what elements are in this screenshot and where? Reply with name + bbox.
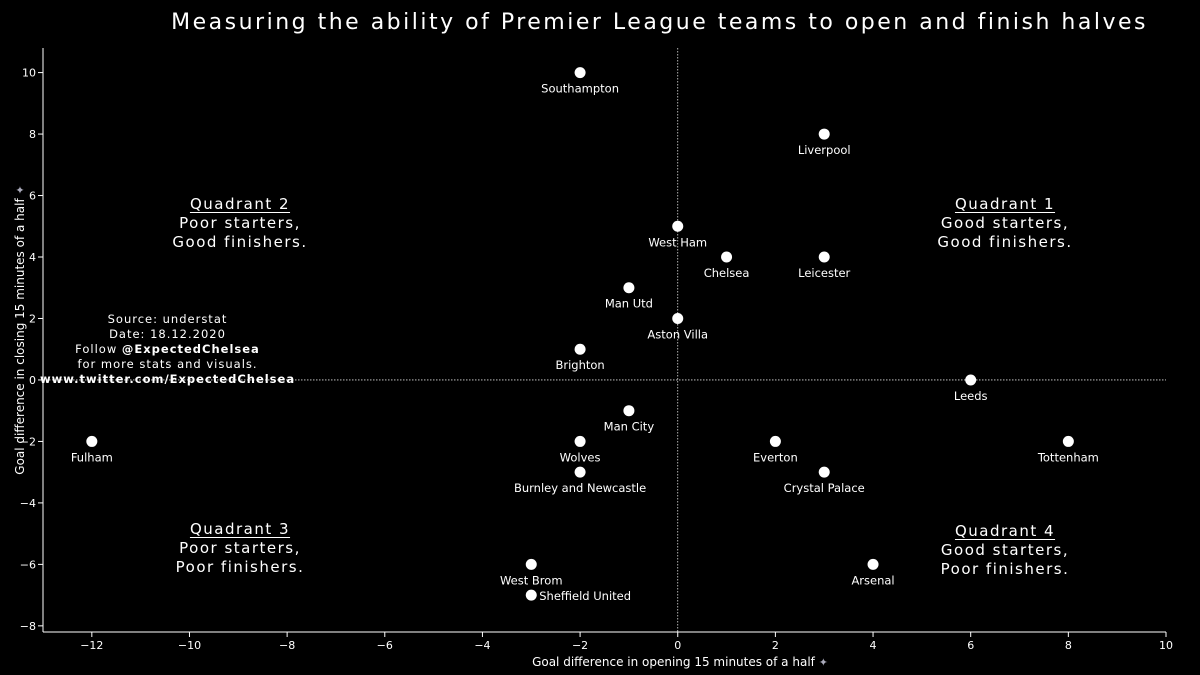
x-tick-label: 6	[967, 639, 974, 652]
data-point	[86, 435, 98, 447]
quadrant-2-label: Quadrant 2 Poor starters, Good finishers…	[130, 195, 350, 252]
y-tick-label: 4	[29, 251, 36, 264]
y-tick-label: 8	[29, 128, 36, 141]
data-point	[965, 374, 977, 386]
point-label: Arsenal	[851, 573, 894, 587]
x-tick-label: −2	[572, 639, 588, 652]
y-tick-label: 6	[29, 190, 36, 203]
x-tick-label: 2	[772, 639, 779, 652]
source-note: Source: understat Date: 18.12.2020 Follo…	[40, 312, 295, 387]
data-point	[574, 466, 586, 478]
point-label: Chelsea	[704, 266, 750, 280]
data-point	[672, 312, 684, 324]
data-point	[818, 128, 830, 140]
source-line: Source: understat	[107, 312, 228, 326]
more-stats-line: for more stats and visuals.	[77, 357, 258, 371]
y-tick-label: −2	[20, 435, 36, 448]
quadrant-3-label: Quadrant 3 Poor starters, Poor finishers…	[130, 520, 350, 577]
y-tick-label: −6	[20, 558, 36, 571]
x-tick-label: −6	[377, 639, 393, 652]
quadrant-4-heading: Quadrant 4	[954, 522, 1056, 540]
x-axis-label: Goal difference in opening 15 minutes of…	[330, 655, 1030, 669]
y-tick-label: −4	[20, 497, 36, 510]
x-axis-label-text: Goal difference in opening 15 minutes of…	[532, 655, 815, 669]
data-point	[623, 282, 635, 294]
point-label: Everton	[753, 450, 798, 464]
data-point	[867, 558, 879, 570]
data-point	[525, 589, 537, 601]
point-label: Burnley and Newcastle	[514, 481, 646, 495]
data-point	[721, 251, 733, 263]
quadrant-4-line1: Good starters,	[940, 541, 1070, 559]
quadrant-1-label: Quadrant 1 Good starters, Good finishers…	[895, 195, 1115, 252]
x-tick-label: −4	[474, 639, 490, 652]
data-point	[574, 67, 586, 79]
point-label: Leicester	[798, 266, 850, 280]
quadrant-3-line1: Poor starters,	[179, 539, 301, 557]
data-point	[1062, 435, 1074, 447]
point-label: Crystal Palace	[784, 481, 865, 495]
quadrant-2-line2: Good finishers.	[172, 233, 308, 251]
point-label: West Brom	[500, 573, 563, 587]
y-tick-label: −8	[20, 620, 36, 633]
chart-title: Measuring the ability of Premier League …	[171, 10, 1148, 35]
data-point	[672, 220, 684, 232]
point-label: Brighton	[555, 358, 604, 372]
point-label: Southampton	[541, 82, 619, 96]
data-point	[623, 405, 635, 417]
x-tick-label: 0	[674, 639, 681, 652]
follow-line: Follow @ExpectedChelsea	[40, 342, 295, 357]
x-tick-label: 4	[870, 639, 877, 652]
data-point	[574, 343, 586, 355]
follow-prefix: Follow	[75, 342, 122, 356]
data-point	[769, 435, 781, 447]
x-tick-label: −10	[178, 639, 201, 652]
twitter-url: www.twitter.com/ExpectedChelsea	[40, 372, 296, 386]
point-label: Wolves	[560, 450, 601, 464]
quadrant-3-line2: Poor finishers.	[175, 558, 305, 576]
y-tick-label: 10	[22, 67, 36, 80]
data-point	[525, 558, 537, 570]
point-label: West Ham	[648, 235, 707, 249]
data-point	[574, 435, 586, 447]
y-tick-label: 2	[29, 312, 36, 325]
point-label: Man Utd	[605, 297, 653, 311]
quadrant-2-line1: Poor starters,	[179, 214, 301, 232]
y-tick-label: 0	[29, 374, 36, 387]
point-label: Sheffield United	[539, 589, 631, 603]
quadrant-1-heading: Quadrant 1	[954, 195, 1056, 213]
point-label: Fulham	[71, 450, 113, 464]
x-tick-label: −12	[80, 639, 103, 652]
point-label: Man City	[604, 420, 655, 434]
pin-icon: ✦	[818, 656, 828, 669]
quadrant-2-heading: Quadrant 2	[189, 195, 291, 213]
point-label: Leeds	[954, 389, 988, 403]
twitter-handle: @ExpectedChelsea	[121, 342, 260, 356]
y-axis-label-text: Goal difference in closing 15 minutes of…	[13, 198, 27, 475]
quadrant-3-heading: Quadrant 3	[189, 520, 291, 538]
quadrant-4-label: Quadrant 4 Good starters, Poor finishers…	[895, 522, 1115, 579]
point-label: Liverpool	[798, 143, 851, 157]
y-axis-label: Goal difference in closing 15 minutes of…	[13, 180, 27, 480]
x-tick-label: 10	[1159, 639, 1173, 652]
data-point	[818, 466, 830, 478]
quadrant-1-line2: Good finishers.	[937, 233, 1073, 251]
x-tick-label: 8	[1065, 639, 1072, 652]
data-point	[818, 251, 830, 263]
pin-icon: ✦	[14, 185, 27, 195]
date-line: Date: 18.12.2020	[109, 327, 226, 341]
quadrant-4-line2: Poor finishers.	[940, 560, 1070, 578]
quadrant-1-line1: Good starters,	[940, 214, 1070, 232]
x-tick-label: −8	[279, 639, 295, 652]
point-label: Aston Villa	[647, 327, 708, 341]
point-label: Tottenham	[1037, 450, 1099, 464]
